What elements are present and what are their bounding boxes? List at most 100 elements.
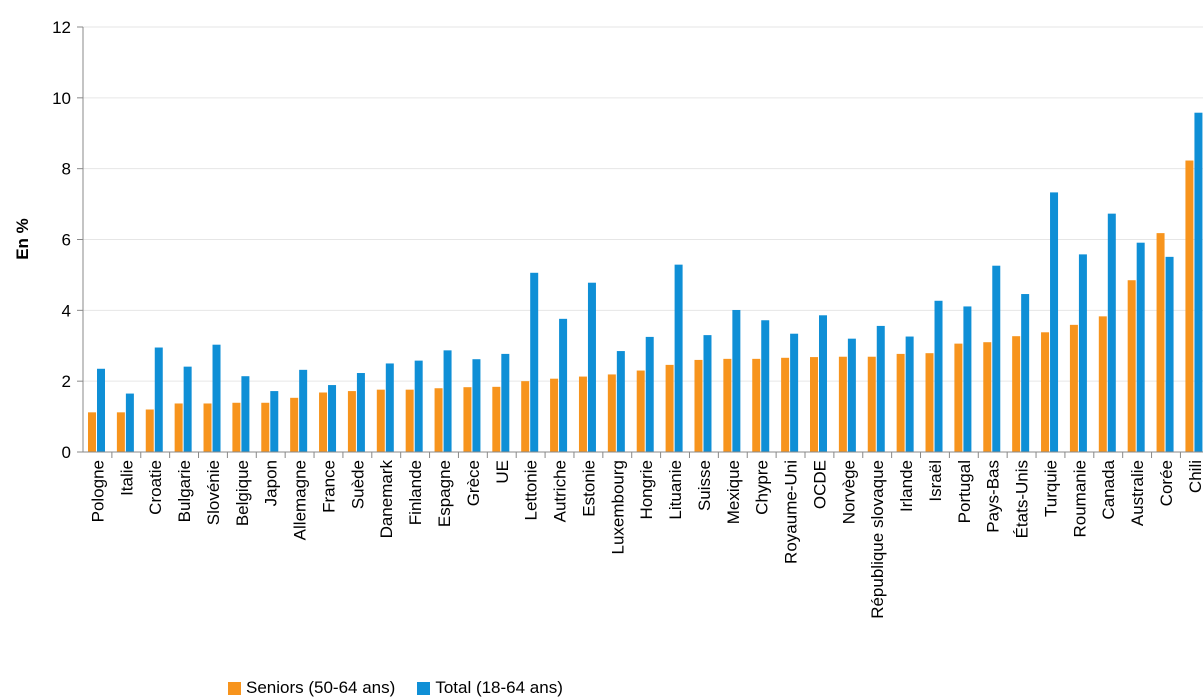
- legend-label-total: Total (18-64 ans): [435, 678, 563, 697]
- bar-total: [645, 336, 654, 452]
- bar-seniors: [983, 342, 992, 452]
- y-tick-label: 0: [62, 443, 71, 462]
- bar-total: [587, 282, 596, 452]
- category-label: Turquie: [1041, 460, 1060, 517]
- legend-item-seniors: Seniors (50-64 ans): [228, 678, 395, 698]
- category-label: Corée: [1157, 460, 1176, 506]
- y-tick-label: 4: [62, 301, 71, 320]
- bar-total: [1021, 294, 1030, 452]
- category-label: Suisse: [695, 460, 714, 511]
- bar-total: [847, 338, 856, 452]
- bar-seniors: [867, 356, 876, 452]
- y-axis-label: En %: [13, 218, 32, 260]
- bar-seniors: [607, 374, 616, 452]
- category-label: Australie: [1128, 460, 1147, 526]
- category-label: République slovaque: [868, 460, 887, 619]
- bar-total: [1194, 112, 1203, 452]
- y-axis: 0 2 4 6 8 10 12: [52, 18, 84, 462]
- bar-seniors: [578, 376, 587, 452]
- category-label: Norvège: [839, 460, 858, 524]
- bar-seniors: [116, 412, 125, 452]
- bar-seniors: [810, 357, 818, 452]
- bar-seniors: [88, 412, 96, 452]
- category-label: Lituanie: [666, 460, 685, 520]
- category-label: Mexique: [724, 460, 743, 524]
- bar-total: [97, 368, 105, 452]
- bar-total: [905, 336, 914, 452]
- y-tick-label: 12: [52, 18, 71, 37]
- bar-total: [992, 265, 1001, 452]
- category-label: Italie: [117, 460, 136, 496]
- bar-seniors: [1069, 324, 1078, 452]
- y-tick-label: 8: [62, 160, 71, 179]
- bar-total: [703, 335, 712, 452]
- bar-total: [876, 325, 885, 452]
- bar-total: [125, 393, 134, 452]
- category-label: Bulgarie: [175, 460, 194, 522]
- bar-seniors: [636, 370, 645, 452]
- bar-total: [790, 333, 799, 452]
- bar-total: [241, 376, 250, 452]
- category-label: Japon: [262, 460, 281, 506]
- bar-total: [674, 264, 683, 452]
- bar-seniors: [752, 358, 761, 452]
- category-label: Chili: [1186, 460, 1203, 493]
- category-label: Grèce: [464, 460, 483, 506]
- bar-total: [530, 272, 539, 452]
- bar-seniors: [1156, 233, 1165, 452]
- bar-total: [472, 359, 481, 452]
- category-label: Pays-Bas: [984, 460, 1003, 533]
- bar-seniors: [203, 403, 212, 452]
- bar-total: [443, 350, 452, 452]
- bar-seniors: [405, 389, 414, 452]
- bar-seniors: [1185, 160, 1194, 453]
- bar-seniors: [550, 378, 559, 452]
- bar-seniors: [463, 387, 472, 452]
- bar-seniors: [347, 391, 356, 452]
- bar-seniors: [1041, 332, 1050, 452]
- bar-seniors: [261, 402, 270, 452]
- bar-seniors: [723, 358, 732, 452]
- bar-total: [299, 369, 308, 452]
- bar-seniors: [521, 381, 530, 452]
- y-tick-label: 6: [62, 231, 71, 250]
- bar-seniors: [232, 402, 241, 452]
- category-label: Autriche: [551, 460, 570, 522]
- bar-total: [328, 385, 337, 452]
- bar-seniors: [896, 353, 905, 452]
- bar-total: [732, 309, 741, 452]
- category-label: Slovénie: [204, 460, 223, 525]
- bar-total: [501, 353, 510, 452]
- category-label: Lettonie: [522, 460, 541, 521]
- bar-seniors: [290, 397, 299, 452]
- y-tick-label: 2: [62, 372, 71, 391]
- legend-label-seniors: Seniors (50-64 ans): [246, 678, 396, 697]
- bar-total: [154, 347, 163, 452]
- category-label: UE: [493, 460, 512, 484]
- category-label: Chypre: [753, 460, 772, 515]
- category-label: Allemagne: [291, 460, 310, 540]
- bar-seniors: [781, 357, 790, 452]
- bar-seniors: [838, 356, 847, 452]
- category-label: États-Unis: [1013, 460, 1032, 538]
- bar-seniors: [665, 364, 674, 452]
- bar-total: [1050, 192, 1059, 453]
- category-label: Belgique: [233, 460, 252, 526]
- bar-seniors: [1012, 336, 1021, 452]
- category-label: Irlande: [897, 460, 916, 512]
- bar-seniors: [145, 409, 154, 452]
- bar-total: [761, 320, 770, 452]
- category-label: Luxembourg: [608, 460, 627, 555]
- y-tick-label: 10: [52, 89, 71, 108]
- bar-total: [270, 391, 279, 452]
- legend: Seniors (50-64 ans) Total (18-64 ans): [228, 678, 585, 698]
- bar-seniors: [1098, 316, 1107, 452]
- category-label: Portugal: [955, 460, 974, 523]
- bar-total: [1078, 254, 1087, 452]
- bars: [88, 112, 1203, 453]
- bar-total: [963, 306, 972, 452]
- bar-total: [559, 318, 568, 452]
- category-label: Roumanie: [1070, 460, 1089, 538]
- gridlines: [83, 26, 1203, 382]
